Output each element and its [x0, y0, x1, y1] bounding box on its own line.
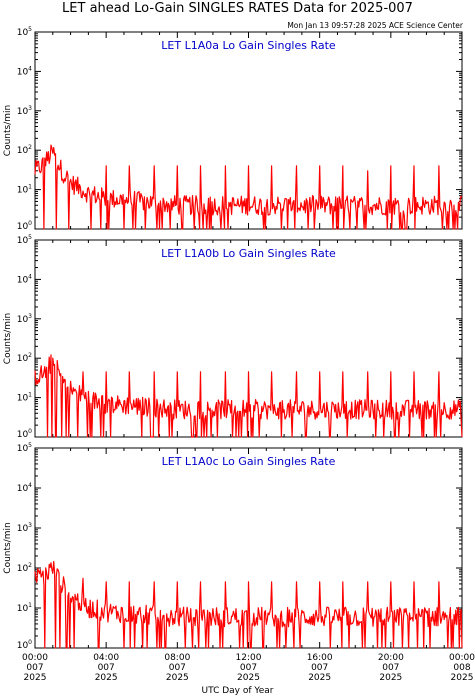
- x-tick-label: 2025: [166, 673, 189, 683]
- x-axis-title: UTC Day of Year: [201, 686, 274, 696]
- panel-title: LET L1A0c Lo Gain Singles Rate: [162, 455, 336, 468]
- x-tick-label: 2025: [451, 673, 474, 683]
- y-tick-label: 102: [17, 562, 32, 574]
- x-tick-label: 16:00: [307, 653, 333, 663]
- chart-panel-2: 100 101 102 103 104 105 Counts/min LET L1A0b Lo…: [3, 234, 463, 440]
- chart-title: LET ahead Lo-Gain SINGLES RATES Data for…: [62, 1, 413, 16]
- x-tick-label: 2025: [95, 673, 118, 683]
- timestamp: Mon Jan 13 09:57:28 2025 ACE Science Cen…: [287, 21, 463, 30]
- x-tick-label: 2025: [308, 673, 331, 683]
- y-tick-label: 103: [17, 522, 32, 534]
- x-tick-label: 007: [311, 663, 328, 673]
- y-tick-label: 102: [17, 144, 32, 156]
- panel-title: LET L1A0a Lo Gain Singles Rate: [161, 39, 336, 52]
- x-tick-label: 2025: [24, 673, 47, 683]
- y-axis-label: Counts/min: [3, 105, 13, 156]
- y-tick-label: 104: [17, 65, 32, 77]
- panel-title: LET L1A0b Lo Gain Singles Rate: [161, 247, 336, 260]
- y-tick-label: 101: [17, 602, 32, 614]
- data-series-line: [34, 560, 463, 649]
- x-tick-label: 008: [453, 663, 470, 673]
- y-tick-label: 101: [17, 184, 32, 196]
- y-tick-label: 104: [17, 273, 32, 285]
- x-tick-label: 007: [169, 663, 186, 673]
- data-series-line: [34, 354, 463, 438]
- x-tick-label: 04:00: [93, 653, 119, 663]
- y-tick-label: 101: [17, 392, 32, 404]
- x-tick-label: 007: [240, 663, 257, 673]
- y-tick-label: 102: [17, 352, 32, 364]
- y-tick-label: 100: [17, 220, 32, 232]
- y-tick-label: 104: [17, 482, 32, 494]
- y-tick-label: 105: [17, 442, 32, 454]
- y-tick-label: 103: [17, 313, 32, 325]
- x-tick-label: 00:00: [22, 653, 48, 663]
- x-tick-label: 007: [382, 663, 399, 673]
- x-tick-label: 00:00: [449, 653, 475, 663]
- x-tick-label: 20:00: [378, 653, 404, 663]
- chart-panel-1: 100 101 102 103 104 105 Counts/min LET L1A0a Lo…: [3, 26, 463, 232]
- y-axis-label: Counts/min: [3, 522, 13, 573]
- x-tick-label: 007: [98, 663, 115, 673]
- y-tick-label: 103: [17, 105, 32, 117]
- y-tick-label: 105: [17, 234, 32, 246]
- x-tick-label: 12:00: [236, 653, 262, 663]
- y-tick-label: 105: [17, 26, 32, 38]
- x-tick-label: 007: [26, 663, 43, 673]
- x-tick-label: 2025: [379, 673, 402, 683]
- chart-panel-3: 100 101 102 103 104 105 Counts/min LET L1A0c Lo…: [3, 442, 463, 651]
- y-axis-label: Counts/min: [3, 313, 13, 364]
- data-series-line: [34, 144, 463, 230]
- x-tick-label: 2025: [237, 673, 260, 683]
- x-tick-label: 08:00: [164, 653, 190, 663]
- y-tick-label: 100: [17, 639, 32, 651]
- y-tick-label: 100: [17, 428, 32, 440]
